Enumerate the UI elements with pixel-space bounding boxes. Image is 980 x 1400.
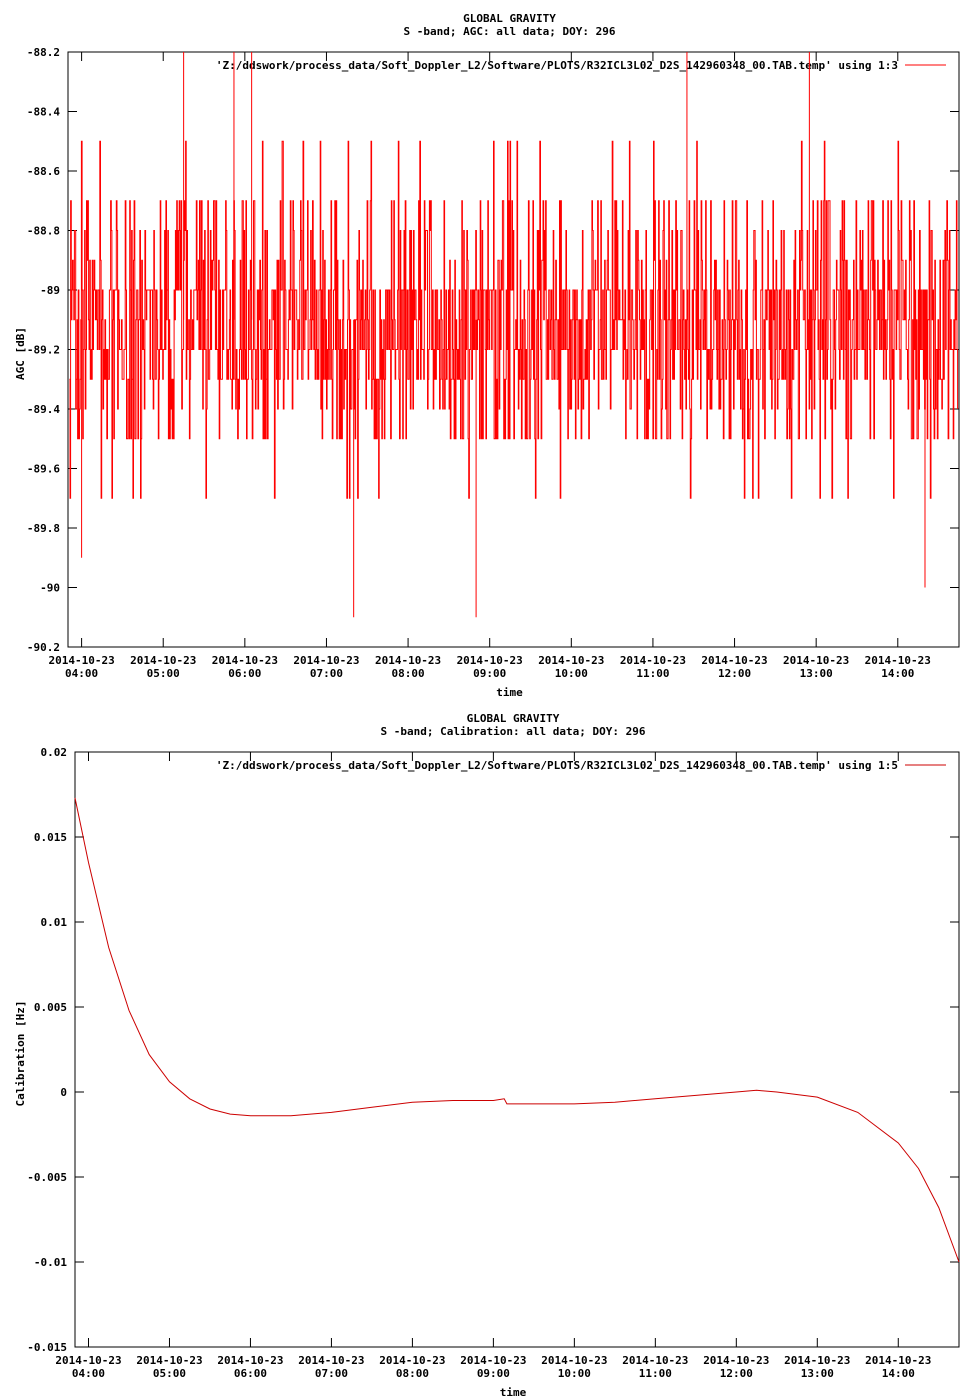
x-tick-time-label: 11:00	[636, 667, 669, 680]
y-tick-label: -0.015	[27, 1341, 67, 1354]
y-tick-label: 0.01	[41, 916, 68, 929]
y-tick-label: -90	[40, 582, 60, 595]
x-tick-time-label: 05:00	[153, 1367, 186, 1380]
x-tick-date-label: 2014-10-23	[538, 654, 604, 667]
x-tick-date-label: 2014-10-23	[136, 1354, 202, 1367]
x-tick-date-label: 2014-10-23	[55, 1354, 121, 1367]
legend-label: 'Z:/ddswork/process_data/Soft_Doppler_L2…	[216, 59, 898, 72]
x-tick-date-label: 2014-10-23	[701, 654, 767, 667]
x-tick-date-label: 2014-10-23	[620, 654, 686, 667]
x-tick-time-label: 11:00	[639, 1367, 672, 1380]
y-tick-label: -88.2	[27, 46, 60, 59]
y-tick-label: -88.4	[27, 106, 60, 119]
x-tick-date-label: 2014-10-23	[48, 654, 114, 667]
x-tick-time-label: 08:00	[396, 1367, 429, 1380]
legend-label: 'Z:/ddswork/process_data/Soft_Doppler_L2…	[216, 759, 898, 772]
x-tick-date-label: 2014-10-23	[293, 654, 359, 667]
y-tick-label: -89.2	[27, 344, 60, 357]
x-tick-date-label: 2014-10-23	[375, 654, 441, 667]
y-tick-label: 0.005	[34, 1001, 67, 1014]
y-tick-label: -88.6	[27, 165, 60, 178]
x-tick-date-label: 2014-10-23	[784, 1354, 850, 1367]
x-tick-date-label: 2014-10-23	[865, 1354, 931, 1367]
x-tick-time-label: 04:00	[72, 1367, 105, 1380]
x-tick-time-label: 06:00	[228, 667, 261, 680]
x-tick-date-label: 2014-10-23	[541, 1354, 607, 1367]
x-tick-date-label: 2014-10-23	[457, 654, 523, 667]
x-tick-date-label: 2014-10-23	[703, 1354, 769, 1367]
x-tick-time-label: 14:00	[882, 1367, 915, 1380]
y-tick-label: -89.8	[27, 522, 60, 535]
chart-title: GLOBAL GRAVITY	[467, 712, 560, 725]
x-tick-time-label: 08:00	[392, 667, 425, 680]
x-tick-time-label: 09:00	[473, 667, 506, 680]
chart-subtitle: S -band; Calibration: all data; DOY: 296	[381, 725, 646, 738]
calibration-series-line	[74, 797, 960, 1263]
y-tick-label: 0.015	[34, 831, 67, 844]
x-tick-date-label: 2014-10-23	[379, 1354, 445, 1367]
plot-frame	[74, 751, 960, 1348]
x-tick-date-label: 2014-10-23	[212, 654, 278, 667]
y-tick-label: -88.8	[27, 225, 60, 238]
y-tick-label: -90.2	[27, 641, 60, 654]
x-tick-time-label: 14:00	[881, 667, 914, 680]
y-tick-label: -0.005	[27, 1171, 67, 1184]
y-tick-label: 0	[60, 1086, 67, 1099]
x-tick-time-label: 12:00	[720, 1367, 753, 1380]
x-tick-time-label: 09:00	[477, 1367, 510, 1380]
y-axis-label: AGC [dB]	[14, 327, 27, 380]
y-tick-label: -0.01	[34, 1256, 67, 1269]
x-tick-time-label: 07:00	[315, 1367, 348, 1380]
x-axis-label: time	[500, 1386, 527, 1399]
x-tick-time-label: 12:00	[718, 667, 751, 680]
chart-title: GLOBAL GRAVITY	[463, 12, 556, 25]
y-axis-label: Calibration [Hz]	[14, 1001, 27, 1107]
x-tick-date-label: 2014-10-23	[622, 1354, 688, 1367]
x-tick-time-label: 13:00	[800, 667, 833, 680]
y-tick-label: -89.6	[27, 463, 60, 476]
x-tick-time-label: 10:00	[555, 667, 588, 680]
y-tick-label: 0.02	[41, 746, 68, 759]
y-tick-label: -89	[40, 284, 60, 297]
x-tick-date-label: 2014-10-23	[217, 1354, 283, 1367]
x-tick-time-label: 06:00	[234, 1367, 267, 1380]
x-tick-date-label: 2014-10-23	[298, 1354, 364, 1367]
x-tick-time-label: 04:00	[65, 667, 98, 680]
x-tick-date-label: 2014-10-23	[460, 1354, 526, 1367]
x-tick-time-label: 07:00	[310, 667, 343, 680]
chart-subtitle: S -band; AGC: all data; DOY: 296	[404, 25, 616, 38]
y-tick-label: -89.4	[27, 403, 60, 416]
x-tick-time-label: 05:00	[147, 667, 180, 680]
x-tick-date-label: 2014-10-23	[130, 654, 196, 667]
x-axis-label: time	[496, 686, 523, 699]
x-tick-time-label: 10:00	[558, 1367, 591, 1380]
x-tick-date-label: 2014-10-23	[865, 654, 931, 667]
x-tick-time-label: 13:00	[801, 1367, 834, 1380]
agc-series-line	[69, 140, 959, 499]
x-tick-date-label: 2014-10-23	[783, 654, 849, 667]
